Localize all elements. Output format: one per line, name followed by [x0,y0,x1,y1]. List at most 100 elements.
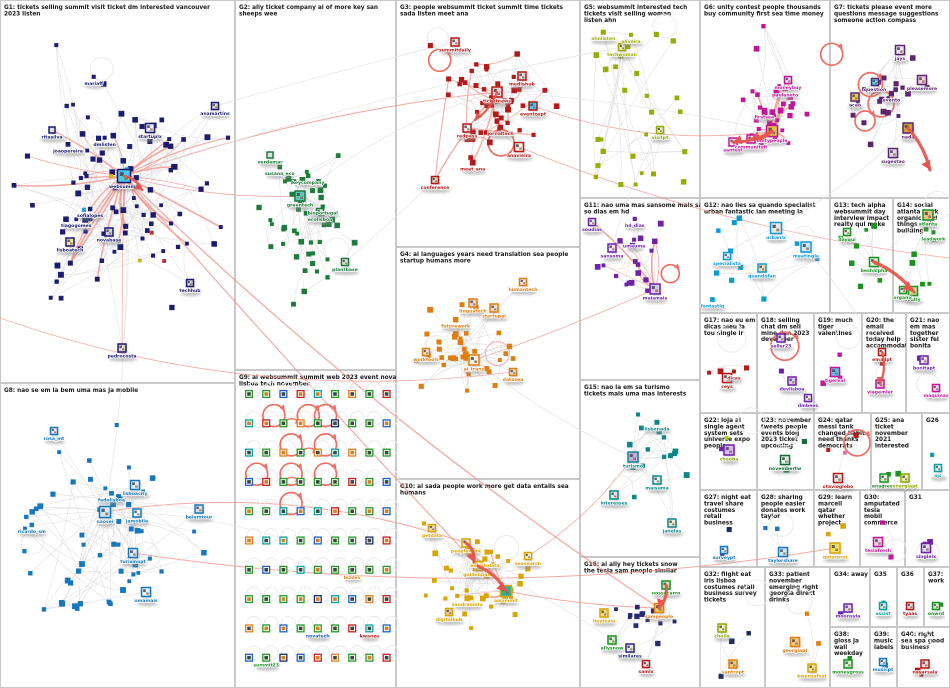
node-G1[interactable] [118,110,125,117]
node-G3[interactable] [542,87,548,93]
node-G2[interactable] [325,257,330,262]
node-G16[interactable] [627,615,632,620]
node-G4[interactable] [462,346,467,352]
hub-node-G4[interactable] [508,367,518,377]
node-G8[interactable] [128,526,134,532]
node-G12[interactable] [714,270,720,276]
node-G14[interactable] [911,251,917,257]
hub-node-G3[interactable] [513,141,525,153]
node-G10[interactable] [423,593,428,598]
node-G3[interactable] [478,130,484,135]
node-G1[interactable] [54,262,61,269]
hub-node-G1[interactable] [104,227,114,237]
node-G8[interactable] [88,476,93,482]
node-G3[interactable] [446,76,452,82]
node-G1[interactable] [109,169,115,175]
node-G10[interactable] [489,604,494,609]
hub-node-G23[interactable] [779,454,791,466]
node-G4[interactable] [465,388,470,393]
node-G8[interactable] [28,571,33,576]
node-G8[interactable] [97,552,103,558]
hub-node-G1[interactable] [48,126,56,134]
node-G1[interactable] [131,196,136,200]
node-G1[interactable] [218,225,223,230]
node-G1[interactable] [169,221,174,226]
node-G8[interactable] [141,489,146,494]
node-G8[interactable] [41,607,47,612]
node-G1[interactable] [54,43,59,48]
node-G7[interactable] [881,75,887,81]
hub-node-G4[interactable] [468,354,480,366]
node-G1[interactable] [96,157,103,163]
node-G10[interactable] [462,611,468,617]
node-G8[interactable] [79,561,85,567]
node-G2[interactable] [268,218,273,222]
node-G1[interactable] [11,183,17,188]
node-G5[interactable] [651,171,656,177]
node-G5[interactable] [602,66,609,73]
node-G5[interactable] [649,109,655,115]
node-G4[interactable] [463,331,469,336]
hub-node-G18[interactable] [787,376,797,386]
node-G15[interactable] [668,453,674,459]
node-G4[interactable] [450,355,457,362]
node-G3[interactable] [473,83,479,89]
hub-node-G22[interactable] [723,444,735,456]
node-G1[interactable] [24,153,30,159]
node-G11[interactable] [594,264,601,270]
node-G11[interactable] [635,270,641,276]
node-G3[interactable] [484,64,490,70]
node-G8[interactable] [115,494,121,500]
node-G10[interactable] [518,573,524,579]
hub-node-G5[interactable] [655,125,665,135]
node-G3[interactable] [514,51,520,57]
node-G10[interactable] [488,549,494,554]
node-G27[interactable] [726,527,732,533]
node-G8[interactable] [103,486,108,491]
node-G8[interactable] [111,541,117,547]
node-G8[interactable] [149,475,156,481]
node-G8[interactable] [131,572,136,577]
node-G3[interactable] [468,155,473,160]
node-G3[interactable] [505,106,511,113]
node-G1[interactable] [96,135,102,141]
node-G1[interactable] [54,279,59,284]
node-G5[interactable] [630,153,636,159]
node-G2[interactable] [303,210,309,216]
node-G6[interactable] [750,89,755,94]
node-G1[interactable] [112,249,117,254]
node-G15[interactable] [640,463,645,468]
node-G30[interactable] [880,520,885,525]
node-G4[interactable] [510,356,516,361]
hub-node-G17[interactable] [721,372,733,384]
node-G7[interactable] [905,90,911,97]
node-G2[interactable] [269,222,274,227]
node-G32[interactable] [718,673,724,679]
hub-node-G7[interactable] [850,92,860,102]
node-G4[interactable] [418,383,424,389]
node-G8[interactable] [29,509,35,515]
node-G12[interactable] [729,277,735,283]
node-G24[interactable] [842,450,847,455]
node-G6[interactable] [761,23,766,29]
hub-node-G15[interactable] [667,518,677,528]
node-G15[interactable] [639,425,644,431]
node-G10[interactable] [479,595,486,602]
node-G2[interactable] [301,288,307,295]
node-G17[interactable] [731,369,736,374]
node-G2[interactable] [311,251,316,256]
node-G8[interactable] [134,527,141,534]
node-G1[interactable] [147,187,154,193]
hub-node-G8[interactable] [98,505,112,519]
node-G6[interactable] [780,128,785,133]
node-G2[interactable] [281,224,288,231]
node-G2[interactable] [314,269,320,274]
node-G1[interactable] [81,207,86,212]
node-G1[interactable] [102,135,107,140]
node-G10[interactable] [474,539,480,545]
node-G10[interactable] [443,596,448,601]
node-G1[interactable] [139,123,145,130]
node-G11[interactable] [601,263,606,268]
